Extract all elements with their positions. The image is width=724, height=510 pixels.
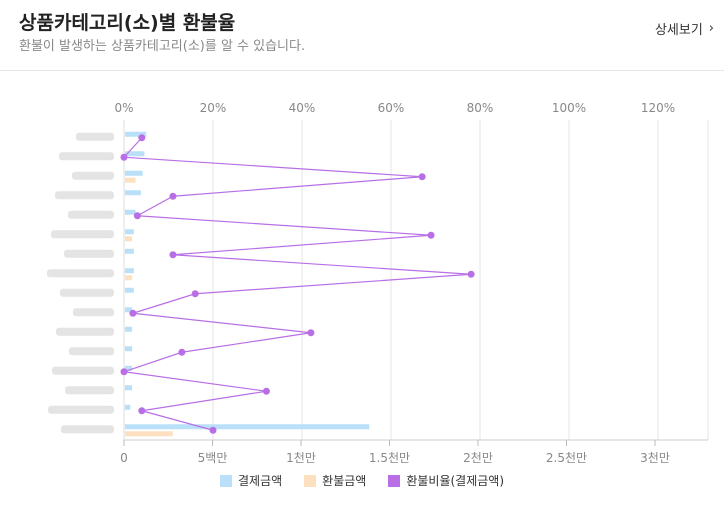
- top-axis-tick-label: 40%: [289, 101, 316, 115]
- category-label-obscured: [72, 171, 114, 180]
- category-label-obscured: [48, 405, 114, 414]
- top-axis-tick-label: 0%: [114, 101, 133, 115]
- top-axis-tick-label: 20%: [200, 101, 227, 115]
- rate-point: [427, 231, 435, 239]
- legend-swatch-rate: [388, 474, 401, 487]
- top-axis-tick-label: 80%: [467, 101, 494, 115]
- category-label-obscured: [65, 386, 114, 395]
- payment-bar: [125, 131, 147, 137]
- legend-swatch-payment: [219, 474, 232, 487]
- payment-bar: [125, 365, 133, 371]
- chevron-right-icon: ›: [708, 21, 714, 36]
- refund-bar: [125, 177, 136, 183]
- rate-point: [129, 309, 137, 317]
- category-label-obscured: [73, 308, 114, 317]
- detail-link[interactable]: 상세보기 ›: [655, 19, 714, 38]
- payment-bar: [125, 385, 133, 391]
- category-label-obscured: [52, 366, 114, 375]
- category-label-obscured: [61, 425, 114, 434]
- chart-legend: 결제금액 환불금액 환불비율(결제금액): [0, 472, 724, 489]
- refund-rate-chart: 0% 20% 40% 60% 80% 100% 120% 0 5백만 1천만 1.5천만 2천만 2.5…: [47, 101, 709, 465]
- top-axis-tick-label: 100%: [552, 101, 586, 115]
- payment-bar: [125, 190, 141, 196]
- bottom-axis-tick-label: 5백만: [198, 451, 228, 465]
- bottom-axis-tick-label: 2천만: [463, 450, 493, 465]
- payment-bar: [125, 229, 134, 235]
- legend-label-refund: 환불금액: [322, 474, 367, 488]
- payment-bar: [125, 170, 143, 176]
- bottom-axis-tick-label: 1천만: [286, 450, 316, 465]
- rate-point: [467, 270, 475, 278]
- top-axis-tick-label: 60%: [378, 101, 405, 115]
- payment-bar: [125, 209, 136, 215]
- category-label-obscured: [51, 230, 114, 239]
- bottom-axis-tick-label: 2.5천만: [546, 450, 587, 465]
- refund-bar: [125, 275, 133, 281]
- bottom-axis-tick-label: 1.5천만: [369, 450, 410, 465]
- page-subtitle: 환불이 발생하는 상품카테고리(소)를 알 수 있습니다.: [19, 39, 306, 54]
- category-label-obscured: [56, 327, 114, 336]
- category-label-obscured: [69, 347, 114, 356]
- rate-point: [262, 387, 270, 395]
- rate-point: [133, 212, 141, 220]
- payment-bar: [125, 424, 370, 430]
- payment-bar: [125, 404, 131, 410]
- category-label-obscured: [47, 269, 114, 278]
- rate-line: [122, 137, 472, 431]
- detail-label: 상세보기: [654, 23, 703, 38]
- payment-bar: [125, 151, 145, 157]
- payment-bar: [125, 326, 133, 332]
- rate-point: [178, 348, 186, 356]
- rate-point: [418, 173, 426, 181]
- refund-bar: [125, 236, 133, 242]
- rate-point: [120, 368, 128, 376]
- category-label-obscured: [64, 249, 114, 258]
- legend-item-payment[interactable]: 결제금액: [219, 472, 283, 489]
- refund-bar: [125, 431, 173, 437]
- top-axis-tick-label: 120%: [641, 101, 675, 115]
- category-label-obscured: [59, 152, 114, 161]
- legend-item-refund[interactable]: 환불금액: [304, 472, 366, 489]
- payment-bar: [125, 248, 134, 254]
- legend-label-rate: 환불비율(결제금액): [406, 474, 505, 488]
- legend-label-payment: 결제금액: [237, 474, 283, 488]
- rate-point: [169, 192, 177, 200]
- rate-point: [209, 426, 217, 434]
- rate-point: [169, 251, 177, 259]
- page-title: 상품카테고리(소)별 환불율: [19, 12, 236, 34]
- category-label-obscured: [55, 191, 114, 200]
- category-label-obscured: [68, 210, 114, 219]
- payment-bar: [125, 307, 133, 313]
- legend-swatch-refund: [304, 474, 317, 487]
- bottom-axis-tick-label: 0: [120, 451, 128, 465]
- rate-point: [120, 153, 128, 161]
- payment-bar: [125, 287, 134, 293]
- bottom-axis-tick-label: 3천만: [640, 450, 670, 465]
- payment-bar: [125, 268, 134, 274]
- rate-point: [138, 407, 146, 415]
- category-label-obscured: [60, 288, 114, 297]
- rate-point: [307, 329, 315, 337]
- rate-point: [138, 134, 146, 142]
- legend-item-rate[interactable]: 환불비율(결제금액): [388, 472, 504, 489]
- panel-header: 상품카테고리(소)별 환불율 환불이 발생하는 상품카테고리(소)를 알 수 있…: [0, 0, 724, 71]
- payment-bar: [125, 346, 133, 352]
- category-label-obscured: [76, 132, 114, 141]
- rate-point: [191, 290, 199, 298]
